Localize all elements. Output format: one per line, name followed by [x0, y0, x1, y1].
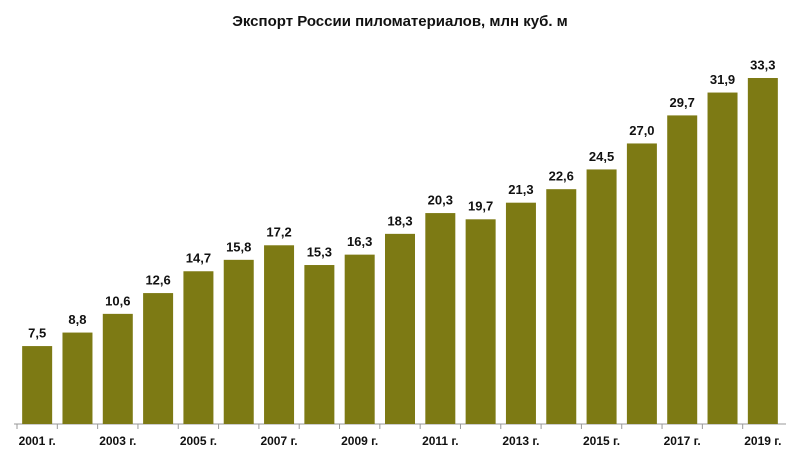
bar — [304, 265, 335, 424]
value-label: 19,7 — [468, 199, 493, 214]
bar — [505, 202, 536, 424]
chart-title: Экспорт России пиломатериалов, млн куб. … — [232, 13, 568, 30]
x-tick-label: 2013 г. — [502, 434, 539, 448]
value-label: 10,6 — [105, 293, 130, 308]
bar — [546, 189, 577, 424]
value-label: 14,7 — [186, 251, 211, 266]
value-label: 33,3 — [750, 57, 775, 72]
bar — [626, 143, 657, 424]
value-label: 7,5 — [28, 326, 46, 341]
bar — [62, 332, 93, 424]
value-label: 29,7 — [670, 95, 695, 110]
bar — [385, 233, 415, 424]
value-label: 16,3 — [347, 234, 372, 249]
value-label: 22,6 — [549, 169, 574, 184]
value-label: 20,3 — [428, 193, 453, 208]
x-tick-label: 2017 г. — [664, 434, 701, 448]
value-label: 15,8 — [226, 239, 251, 254]
x-tick-label: 2011 г. — [422, 434, 459, 448]
bar — [667, 115, 698, 425]
value-label: 15,3 — [307, 244, 332, 259]
bar — [344, 254, 375, 424]
bar — [183, 271, 214, 424]
x-tick-label: 2015 г. — [583, 434, 620, 448]
bar — [264, 245, 295, 424]
bar — [465, 219, 496, 424]
x-tick-label: 2007 г. — [260, 434, 297, 448]
value-label: 17,2 — [266, 225, 291, 240]
bar — [425, 213, 456, 424]
value-label: 27,0 — [629, 123, 654, 138]
x-tick-label: 2019 г. — [744, 434, 781, 448]
bar — [223, 259, 254, 424]
value-label: 21,3 — [508, 182, 533, 197]
value-label: 12,6 — [145, 273, 170, 288]
x-tick-label: 2001 г. — [19, 434, 56, 448]
bar — [143, 293, 174, 424]
x-tick-label: 2005 г. — [180, 434, 217, 448]
bar — [102, 313, 133, 424]
x-tick-label: 2003 г. — [99, 434, 136, 448]
bar — [22, 346, 53, 424]
value-label: 8,8 — [68, 312, 86, 327]
value-label: 18,3 — [387, 213, 412, 228]
bar — [707, 92, 738, 425]
bar — [586, 169, 617, 424]
value-label: 31,9 — [710, 72, 735, 87]
bar — [747, 78, 778, 424]
x-tick-label: 2009 г. — [341, 434, 378, 448]
value-label: 24,5 — [589, 149, 614, 164]
